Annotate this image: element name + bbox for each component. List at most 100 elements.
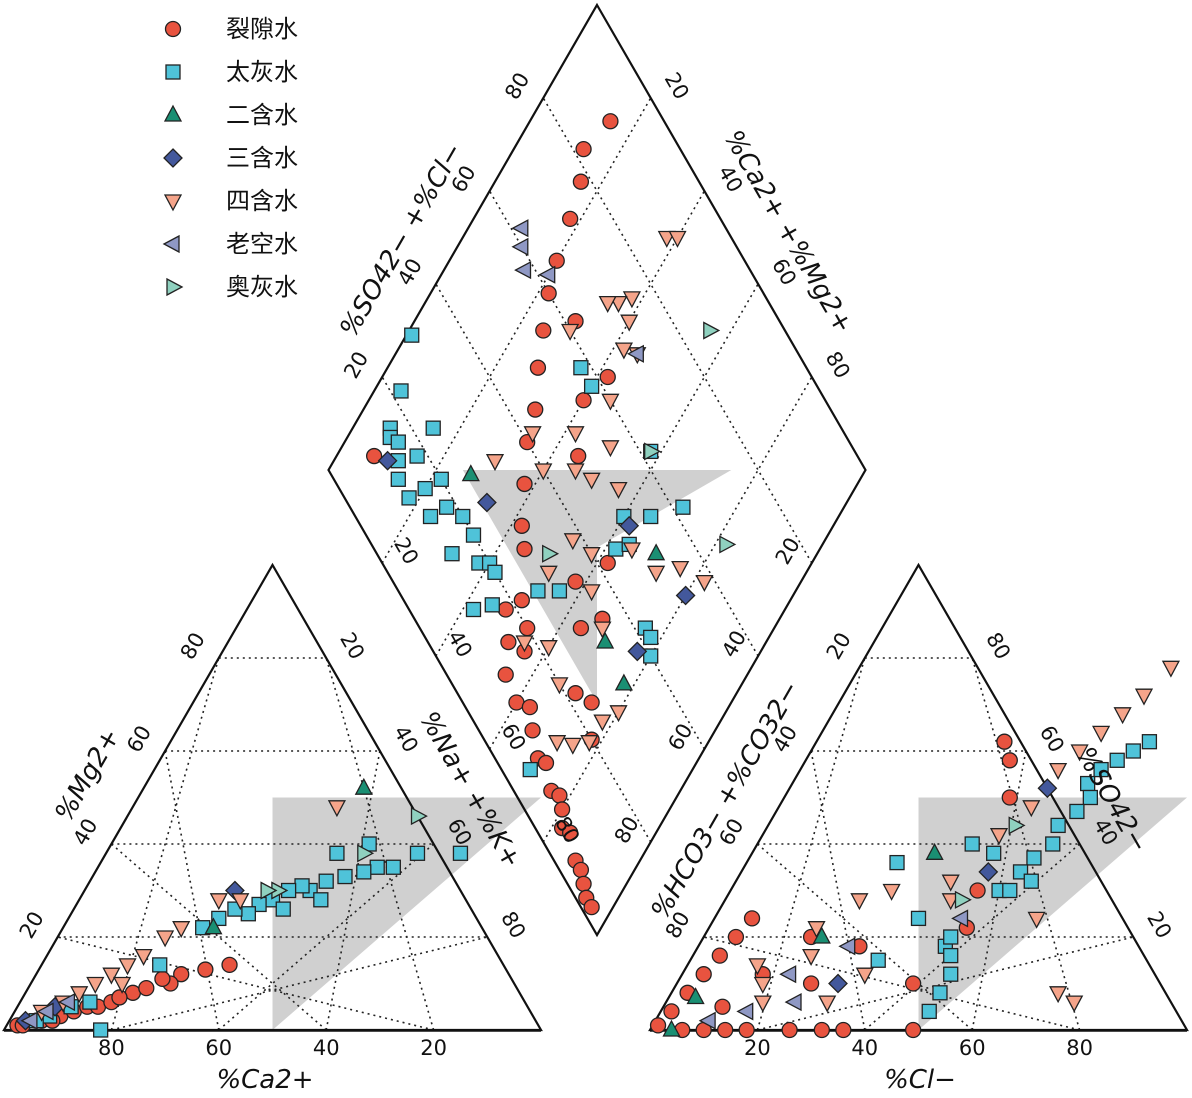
data-point-diamond	[530, 583, 546, 599]
tick-label: 40	[443, 626, 477, 661]
data-point-cation	[124, 984, 142, 1001]
data-point-anion	[1134, 688, 1154, 706]
data-point-diamond	[523, 426, 542, 444]
data-point-anion	[717, 1021, 734, 1039]
tick-label: 60	[205, 1036, 232, 1060]
data-point-diamond	[609, 481, 628, 499]
data-point-anion	[835, 1021, 852, 1039]
data-point-diamond	[593, 714, 612, 732]
data-point-anion	[1001, 752, 1018, 769]
data-point-diamond	[583, 898, 600, 916]
data-point-diamond	[599, 554, 616, 572]
data-point-cation	[102, 967, 121, 985]
grid-line	[57, 936, 434, 1031]
data-point-diamond	[583, 378, 600, 394]
data-point-diamond	[567, 573, 584, 590]
data-point-diamond	[393, 383, 409, 399]
data-point-anion	[1109, 752, 1125, 768]
tick-label: 60	[959, 1036, 986, 1060]
data-point-cation	[409, 845, 426, 861]
data-point-anion	[663, 1003, 680, 1020]
data-point-diamond	[582, 547, 601, 565]
tick-label: 60	[497, 719, 531, 754]
data-point-anion	[1065, 995, 1084, 1013]
data-point-cation	[172, 921, 191, 939]
data-point-anion	[882, 883, 901, 901]
grid-line	[971, 657, 1081, 1031]
data-point-diamond	[627, 641, 648, 662]
legend-marker	[163, 194, 183, 212]
data-point-anion	[943, 947, 959, 964]
data-point-diamond	[417, 480, 433, 497]
data-point-diamond	[583, 694, 600, 711]
data-point-cation	[173, 966, 190, 983]
tick-label: 60	[663, 719, 697, 754]
data-point-cation	[221, 956, 238, 974]
axis-label-mg: %Mg2+	[50, 723, 127, 826]
data-point-anion	[986, 845, 1002, 861]
data-point-anion	[807, 921, 826, 939]
data-point-anion	[951, 909, 969, 928]
grid-line	[111, 936, 488, 1031]
data-point-anion	[748, 958, 767, 976]
data-point-anion	[921, 1003, 937, 1020]
data-point-anion	[838, 937, 856, 956]
data-point-diamond	[563, 737, 582, 755]
data-point-cation	[20, 1011, 38, 1030]
data-point-diamond	[566, 463, 585, 481]
data-point-cation	[58, 993, 76, 1012]
tick-label: 20	[339, 347, 373, 382]
data-point-cation	[357, 844, 375, 863]
data-point-diamond	[542, 544, 560, 563]
data-point-cation	[113, 976, 132, 994]
data-point-diamond	[514, 261, 532, 280]
tick-label: 20	[744, 1036, 771, 1060]
data-point-cation	[111, 989, 128, 1006]
data-point-anion	[943, 966, 959, 982]
tick-label: 20	[335, 628, 369, 663]
legend-marker	[163, 104, 183, 122]
tick-label: 80	[1066, 1036, 1093, 1060]
data-point-diamond	[519, 619, 536, 637]
data-point-cation	[522, 761, 538, 778]
data-point-anion	[1023, 873, 1039, 889]
data-point-cation	[410, 807, 428, 826]
data-point-diamond	[511, 237, 529, 256]
data-point-cation	[36, 1002, 54, 1021]
data-point-diamond	[438, 499, 455, 515]
data-point-cation	[356, 864, 372, 880]
legend-label: 奥灰水	[226, 273, 298, 301]
data-point-anion	[813, 1021, 830, 1039]
data-point-anion	[855, 967, 874, 985]
tick-label: 20	[771, 533, 805, 568]
data-point-cation	[260, 881, 278, 900]
data-point-diamond	[575, 392, 592, 409]
tick-label: 20	[389, 533, 423, 568]
data-point-anion	[932, 985, 948, 1001]
data-point-anion	[711, 947, 728, 964]
data-point-diamond	[570, 447, 587, 465]
data-point-diamond	[602, 113, 619, 130]
series-square	[28, 327, 1158, 1038]
data-point-anion	[969, 882, 986, 899]
data-point-anion	[662, 1019, 681, 1037]
data-point-anion	[781, 1021, 798, 1039]
diamond-lower-shade	[529, 470, 732, 587]
data-point-diamond	[566, 426, 585, 444]
data-point-cation	[580, 735, 599, 753]
tick-label: 20	[660, 68, 694, 103]
data-point-cation	[134, 948, 153, 966]
tick-label: 40	[717, 626, 751, 661]
series-circle	[9, 113, 1018, 1039]
data-point-anion	[1082, 789, 1098, 806]
data-point-cation	[313, 892, 329, 908]
tick-label: 80	[176, 628, 210, 663]
data-point-anion	[1161, 660, 1180, 678]
data-point-diamond	[538, 265, 556, 284]
data-point-diamond	[500, 633, 517, 651]
data-point-diamond	[598, 295, 617, 313]
plot-frames	[2, 2, 1189, 1032]
data-point-diamond	[647, 543, 666, 561]
data-point-diamond	[497, 666, 514, 683]
data-point-cation	[337, 868, 353, 885]
